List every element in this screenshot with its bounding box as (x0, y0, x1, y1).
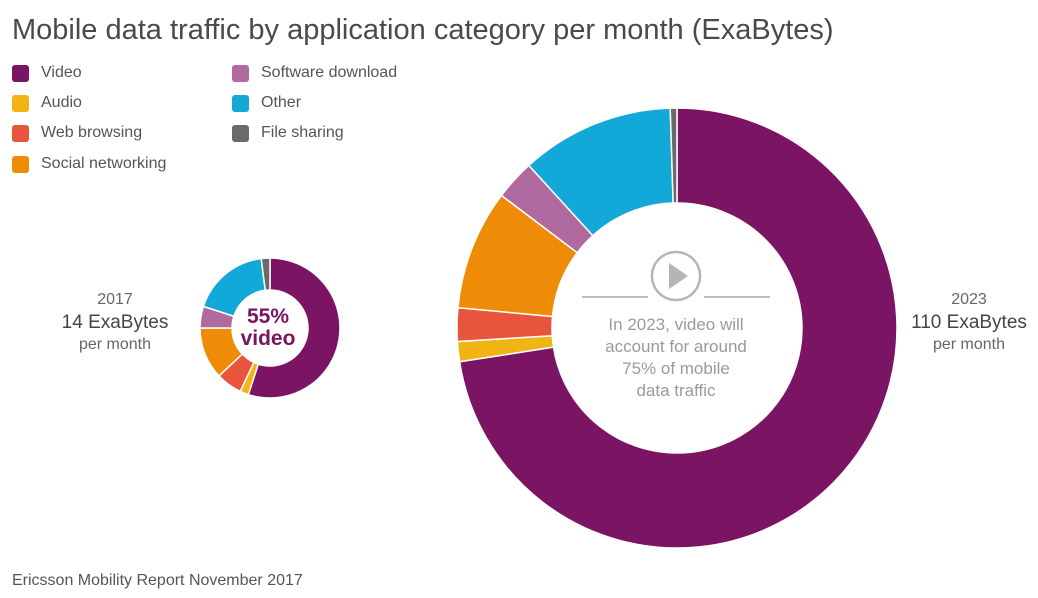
chart-2023-year: 2023 (951, 291, 987, 308)
center-text-2017-line1: 55% (247, 305, 289, 328)
chart-2017-total: 14 ExaBytes (61, 311, 169, 333)
donut-2017-slice-video (247, 257, 341, 399)
legend-label-file-sharing: File sharing (261, 124, 344, 141)
chart-2023-total: 110 ExaBytes (911, 311, 1027, 333)
legend-item-audio: Audio (12, 94, 82, 112)
donut-2023-slice-video (458, 107, 898, 549)
legend-item-software-download: Software download (232, 64, 397, 82)
legend-item-social-networking: Social networking (12, 155, 166, 173)
play-icon (582, 250, 770, 302)
center-text-2023-line2: account for around (605, 337, 747, 356)
center-text-2023-line3: 75% of mobile (622, 359, 730, 378)
legend-item-web-browsing: Web browsing (12, 124, 142, 142)
legend-swatch-web-browsing (12, 124, 29, 142)
legend-label-social-networking: Social networking (41, 155, 167, 172)
center-text-2017-line2: video (241, 327, 296, 350)
chart-2017-label: 2017 14 ExaBytes per month (48, 290, 182, 356)
legend-swatch-other (232, 94, 249, 112)
center-text-2023-line4: data traffic (636, 381, 716, 400)
source-note: Ericsson Mobility Report November 2017 (12, 572, 303, 589)
legend-label-web-browsing: Web browsing (41, 124, 143, 141)
donut-chart-2023 (456, 107, 898, 549)
legend-label-software-download: Software download (261, 64, 398, 81)
legend-label-video: Video (41, 64, 82, 81)
legend-item-file-sharing: File sharing (232, 124, 344, 142)
chart-title: Mobile data traffic by application categ… (12, 14, 834, 46)
legend-swatch-file-sharing (232, 124, 249, 142)
chart-2023-label: 2023 110 ExaBytes per month (900, 290, 1038, 356)
donut-2017-slice-file-sharing (260, 257, 271, 292)
chart-2017-year: 2017 (97, 291, 133, 308)
center-text-2023-line1: In 2023, video will (608, 315, 743, 334)
legend-swatch-software-download (232, 64, 249, 82)
legend-label-audio: Audio (41, 94, 82, 111)
legend-label-other: Other (261, 94, 302, 111)
legend-item-video: Video (12, 64, 82, 82)
donut-chart-2017 (199, 257, 341, 399)
chart-2023-per: per month (932, 336, 1006, 354)
legend-swatch-social-networking (12, 155, 29, 173)
legend-swatch-audio (12, 94, 29, 112)
chart-2017-per: per month (78, 336, 152, 354)
legend-item-other: Other (232, 94, 301, 112)
legend-swatch-video (12, 64, 29, 82)
donut-2023-slice-file-sharing (669, 107, 678, 204)
